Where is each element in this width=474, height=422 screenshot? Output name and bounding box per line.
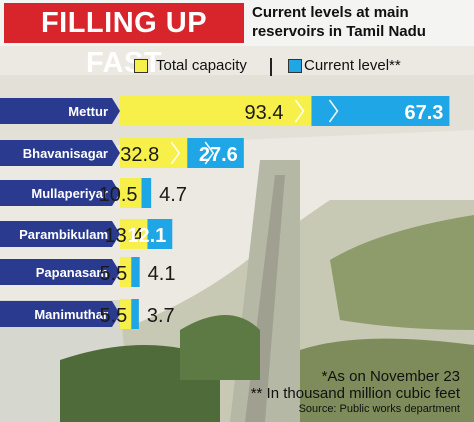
bar-current-level (131, 299, 139, 329)
bar-total-capacity (120, 299, 132, 329)
value-label-total: 10.5 (99, 184, 138, 206)
bar-current-level (141, 178, 152, 208)
page-subtitle: Current levels at main reservoirs in Tam… (252, 4, 426, 40)
category-label: Manimuthar (34, 307, 108, 322)
footnote-date: *As on November 23 (321, 368, 460, 385)
bar-chevron-icon (170, 141, 181, 165)
header: FILLING UP FAST Current levels at main r… (0, 0, 474, 79)
legend-label-current: Current level** (304, 57, 401, 74)
bar-total-capacity (120, 257, 132, 287)
category-label: Papanasam (36, 265, 108, 280)
bar-chevron-icon (204, 141, 215, 165)
value-label-current: 67.3 (404, 102, 443, 124)
category-label: Bhavanisagar (23, 146, 108, 161)
value-label-total: 93.4 (245, 102, 284, 124)
value-label-total: 5.5 (99, 305, 127, 327)
category-label-bg (0, 221, 120, 247)
legend-swatch-total (134, 59, 148, 73)
bar-current-level (131, 257, 140, 287)
category-label-bg (0, 180, 120, 206)
category-label: Mullaperiyar (31, 186, 108, 201)
source-note: Source: Public works department (298, 403, 460, 415)
bar-total-capacity (120, 138, 188, 168)
bar-total-capacity (120, 178, 142, 208)
page-title: FILLING UP FAST (40, 7, 208, 79)
bar-chevron-icon (294, 99, 305, 123)
bar-total-capacity (120, 219, 148, 249)
category-label-bg (0, 259, 120, 285)
value-label-total: 5.5 (99, 263, 127, 285)
footer: *As on November 23 ** In thousand millio… (251, 368, 460, 416)
legend-separator (270, 58, 272, 76)
value-label-current: 27.6 (199, 144, 238, 166)
value-label-total: 13.4 (105, 225, 144, 247)
legend-swatch-current (288, 59, 302, 73)
value-label-current: 4.1 (148, 263, 176, 285)
title-banner: FILLING UP FAST (4, 3, 244, 79)
bar-current-level (147, 219, 173, 249)
value-label-current: 3.7 (147, 305, 175, 327)
value-label-current: 4.7 (159, 184, 187, 206)
footnote-units: ** In thousand million cubic feet (250, 385, 460, 402)
category-label: Mettur (68, 104, 108, 119)
category-label-bg (0, 98, 120, 124)
bar-current-level (187, 138, 244, 168)
value-label-current: 12.1 (127, 225, 166, 247)
value-label-total: 32.8 (120, 144, 159, 166)
bar-total-capacity (120, 96, 312, 126)
category-label-bg (0, 301, 120, 327)
bar-chevron-icon (328, 99, 339, 123)
category-label-bg (0, 140, 120, 166)
legend: Total capacity Current level** (0, 56, 474, 78)
legend-label-total: Total capacity (156, 57, 247, 74)
category-label: Parambikulam (19, 227, 108, 242)
bar-current-level (311, 96, 450, 126)
